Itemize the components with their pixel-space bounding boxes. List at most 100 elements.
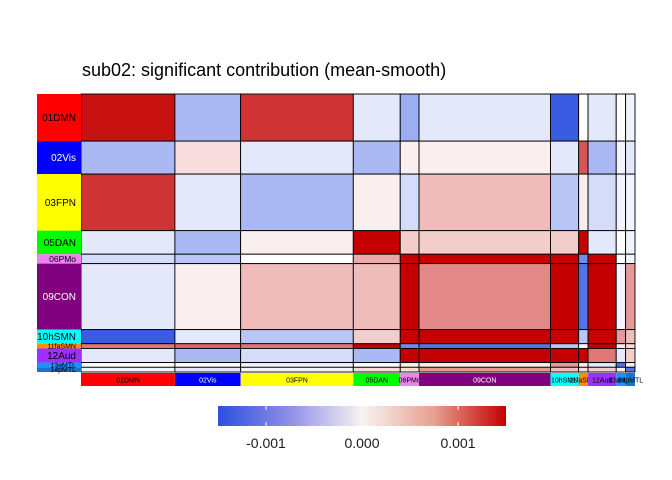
col-label-bg-13aMTL <box>616 373 626 386</box>
heatmap-cell-10hSMN-02Vis <box>174 329 242 345</box>
row-label-03FPN: 03FPN <box>45 198 76 209</box>
col-label-bg-01DMN <box>81 373 175 386</box>
heatmap-cell-03FPN-14pMTL <box>625 173 636 232</box>
heatmap-cell-09CON-06PMo <box>399 263 420 331</box>
heatmap-cell-01DMN-14pMTL <box>625 93 636 142</box>
col-label-bg-03FPN <box>240 373 354 386</box>
heatmap-cell-10hSMN-12Aud <box>587 329 617 345</box>
heatmap-cell-10hSMN-01DMN <box>80 329 176 345</box>
row-label-02Vis: 02Vis <box>51 153 76 164</box>
row-label-bg-14pMTL <box>37 367 81 372</box>
chart-title: sub02: significant contribution (mean-sm… <box>82 60 446 80</box>
heatmap-cell-09CON-05DAN <box>352 263 401 331</box>
col-label-03FPN: 03FPN <box>286 378 308 385</box>
heatmap-cell-09CON-11faSMN <box>578 263 589 331</box>
col-label-12Aud: 12Aud <box>592 378 612 385</box>
heatmap-cell-13aMTL-05DAN <box>352 362 401 368</box>
row-label-11faSMN: 11faSMN <box>47 344 76 351</box>
colorbar-gradient <box>218 406 506 426</box>
heatmap-cell-10hSMN-14pMTL <box>625 329 636 345</box>
heatmap-cell-02Vis-02Vis <box>174 140 242 175</box>
heatmap-cell-03FPN-02Vis <box>174 173 242 232</box>
heatmap-cell-11faSMN-06PMo <box>399 343 420 349</box>
row-label-05DAN: 05DAN <box>44 238 76 249</box>
row-label-bg-02Vis <box>37 141 81 175</box>
col-label-bg-12Aud <box>588 373 617 386</box>
heatmap-cell-06PMo-06PMo <box>399 253 420 265</box>
heatmap-cell-05DAN-01DMN <box>80 230 176 255</box>
heatmap-cell-13aMTL-14pMTL <box>625 362 636 368</box>
heatmap-cell-05DAN-09CON <box>418 230 551 255</box>
row-label-12Aud: 12Aud <box>47 351 76 362</box>
row-label-bg-05DAN <box>37 230 81 255</box>
row-label-14pMTL: 14pMTL <box>50 367 76 374</box>
heatmap-cell-14pMTL-12Aud <box>587 366 617 373</box>
col-label-bg-10hSMN <box>550 373 579 386</box>
heatmap-cell-14pMTL-11faSMN <box>578 366 589 373</box>
heatmap-cell-14pMTL-10hSMN <box>550 366 580 373</box>
heatmap-cell-09CON-02Vis <box>174 263 242 331</box>
row-label-bg-13aMTL <box>37 362 81 368</box>
heatmap-cells <box>80 93 636 373</box>
colorbar-tick-label: 0.000 <box>344 435 379 451</box>
heatmap-cell-13aMTL-02Vis <box>174 362 242 368</box>
heatmap-cell-01DMN-13aMTL <box>615 93 627 142</box>
heatmap-cell-10hSMN-06PMo <box>399 329 420 345</box>
heatmap-cell-13aMTL-11faSMN <box>578 362 589 368</box>
heatmap-cell-03FPN-10hSMN <box>550 173 580 232</box>
heatmap-cell-12Aud-01DMN <box>80 347 176 364</box>
heatmap-cell-13aMTL-01DMN <box>80 362 176 368</box>
heatmap-cell-02Vis-05DAN <box>352 140 401 175</box>
heatmap-cell-06PMo-14pMTL <box>625 253 636 265</box>
heatmap-cell-02Vis-06PMo <box>399 140 420 175</box>
heatmap-cell-12Aud-06PMo <box>399 347 420 364</box>
heatmap-cell-11faSMN-03FPN <box>240 343 354 349</box>
heatmap-cell-14pMTL-14pMTL <box>625 366 636 373</box>
heatmap-cell-12Aud-11faSMN <box>578 347 589 364</box>
heatmap-cell-03FPN-06PMo <box>399 173 420 232</box>
col-label-bg-02Vis <box>174 373 241 386</box>
heatmap-cell-13aMTL-13aMTL <box>615 362 627 368</box>
heatmap-cell-13aMTL-06PMo <box>399 362 420 368</box>
heatmap-cell-06PMo-03FPN <box>240 253 354 265</box>
row-label-bg-12Aud <box>37 348 81 363</box>
heatmap-cell-14pMTL-02Vis <box>174 366 242 373</box>
heatmap-cell-11faSMN-09CON <box>418 343 551 349</box>
heatmap-cell-14pMTL-03FPN <box>240 366 354 373</box>
heatmap-cell-14pMTL-06PMo <box>399 366 420 373</box>
col-label-14pMTL: 14pMTL <box>617 378 643 385</box>
heatmap-cell-03FPN-12Aud <box>587 173 617 232</box>
heatmap-cell-14pMTL-01DMN <box>80 366 176 373</box>
heatmap-cell-12Aud-10hSMN <box>550 347 580 364</box>
heatmap-cell-13aMTL-03FPN <box>240 362 354 368</box>
heatmap-cell-09CON-12Aud <box>587 263 617 331</box>
heatmap-cell-14pMTL-05DAN <box>352 366 401 373</box>
heatmap-cell-03FPN-11faSMN <box>578 173 589 232</box>
heatmap-cell-10hSMN-03FPN <box>240 329 354 345</box>
heatmap-cell-03FPN-03FPN <box>240 173 354 232</box>
col-label-bg-09CON <box>419 373 551 386</box>
row-label-13aMTL: 13aMTL <box>50 362 76 369</box>
heatmap-cell-01DMN-12Aud <box>587 93 617 142</box>
colorbar: -0.001 0.000 0.001 <box>218 406 506 451</box>
col-label-02Vis: 02Vis <box>199 378 217 385</box>
colorbar-tick-label: 0.001 <box>440 435 475 451</box>
heatmap-cell-05DAN-06PMo <box>399 230 420 255</box>
heatmap-cell-05DAN-14pMTL <box>625 230 636 255</box>
heatmap-cell-06PMo-10hSMN <box>550 253 580 265</box>
row-label-bg-06PMo <box>37 254 81 264</box>
heatmap-cell-09CON-10hSMN <box>550 263 580 331</box>
colorbar-tick-label: -0.001 <box>246 435 286 451</box>
heatmap-cell-11faSMN-11faSMN <box>578 343 589 349</box>
row-label-06PMo: 06PMo <box>49 254 76 264</box>
heatmap-cell-13aMTL-10hSMN <box>550 362 580 368</box>
row-label-10hSMN: 10hSMN <box>37 332 76 343</box>
col-label-05DAN: 05DAN <box>365 378 388 385</box>
heatmap-cell-02Vis-14pMTL <box>625 140 636 175</box>
heatmap-cell-11faSMN-12Aud <box>587 343 617 349</box>
heatmap-cell-10hSMN-10hSMN <box>550 329 580 345</box>
heatmap-cell-01DMN-01DMN <box>80 93 176 142</box>
heatmap-cell-12Aud-02Vis <box>174 347 242 364</box>
heatmap-cell-03FPN-01DMN <box>80 173 176 232</box>
